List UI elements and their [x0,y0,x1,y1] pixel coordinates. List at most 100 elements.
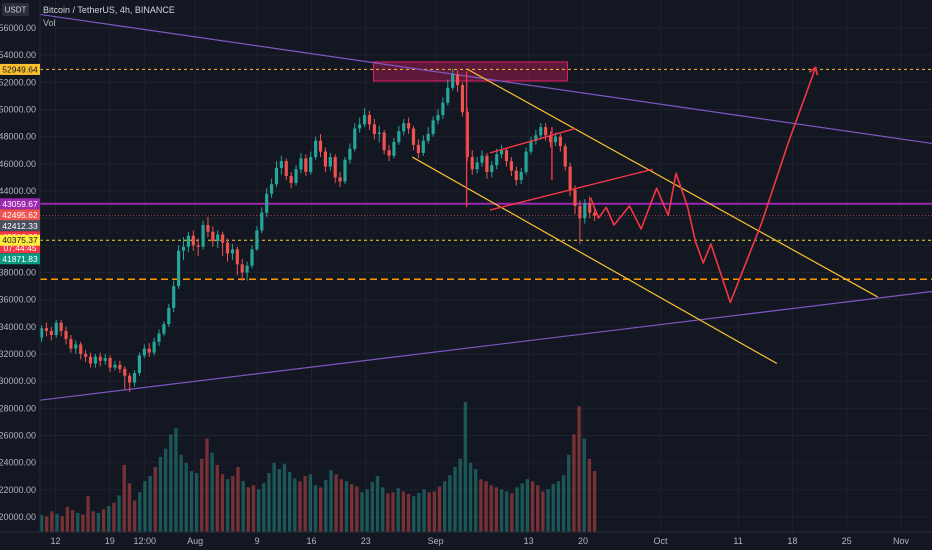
candle-body [137,355,142,374]
volume-bar [117,495,121,532]
candle-body [54,322,58,335]
candle-body [113,364,117,368]
volume-bar [81,514,85,532]
price-badge-bg [0,198,40,210]
volume-bar [360,492,364,532]
x-tick-label: 9 [255,536,260,546]
volume-bar [298,481,302,532]
y-tick-label: 34000.00 [0,322,36,332]
price-badge-label: 52949.64 [2,64,38,74]
volume-bar [267,473,271,532]
volume-bar [344,481,349,532]
x-tick-label: 25 [842,536,852,546]
price-badge: 52949.64 [0,63,40,75]
volume-bar [520,483,524,532]
volume-bar [355,486,359,532]
candle-body [152,341,156,353]
y-tick-label: 22000.00 [0,485,36,495]
candle-body [446,87,450,103]
price-axis[interactable]: 56000.00 54000.00 52000.00 50000.00 48000.00… [0,23,36,522]
x-tick-label: 23 [361,536,371,546]
volume-bar [256,489,261,532]
y-tick-label: 32000.00 [0,349,36,359]
candle-body [593,212,597,216]
x-tick-label: Sep [428,536,444,546]
volume-bar [86,496,90,532]
price-axis-bg [0,0,40,532]
volume-bar [561,475,566,532]
x-tick-label: 12:00 [133,536,156,546]
volume-bar [334,474,338,532]
candle-body [79,344,83,354]
candle-body [186,235,190,247]
price-badge-bg [0,209,40,221]
candle-body [392,142,396,156]
volume-bar [205,438,209,532]
y-tick-label: 28000.00 [0,403,36,413]
volume-bar [396,488,400,532]
x-tick-label: 20 [578,536,588,546]
candle-body [529,140,533,152]
volume-bar [45,516,49,532]
currency-badge-label: USDT [5,6,27,15]
volume-bars [39,402,597,532]
candle-body [69,339,73,349]
volume-bar [546,489,550,532]
projection-line [589,67,817,304]
volume-bar [132,500,137,532]
price-badge: 40375.37 [0,234,40,246]
red-line-flag-top [489,127,576,154]
candle-body [304,158,308,172]
candle-body [358,124,362,129]
candle-body [103,358,107,361]
volume-bar [174,428,178,532]
time-axis[interactable]: 12 19 12:00 Aug 9 16 23 Sep 13 20 Oct 11 18 25 Nov [51,536,910,546]
volume-bar [499,489,504,532]
price-badge-label: 42495.62 [2,210,38,220]
candle-body [451,74,455,88]
candle-body [299,158,303,170]
candle-body [416,144,420,153]
volume-bar [587,458,592,532]
volume-bar [401,491,406,532]
x-tick-label: 11 [733,536,742,546]
candle-body [123,368,127,376]
volume-bar [448,475,452,532]
volume-bar [443,481,447,532]
candle-body [500,150,504,155]
candle-body [495,154,499,166]
candle-body [147,348,151,353]
price-badge-bg [0,220,40,232]
volume-bar [163,448,168,532]
x-tick-label: 13 [524,536,534,546]
candle-body [245,265,249,273]
candle-body [167,307,171,325]
volume-bar [329,470,333,532]
candle-body [162,324,166,334]
volume-bar [463,402,468,532]
y-tick-label: 50000.00 [0,105,36,115]
volume-bar [577,406,581,532]
volume-bar [375,475,380,532]
volume-bar [262,483,266,532]
volume-bar [246,487,250,532]
volume-bar [468,462,473,532]
volume-bar [60,516,64,532]
candle-body [382,132,386,151]
volume-bar [349,484,354,532]
candle-body [509,161,513,171]
volume-bar [236,467,240,532]
candle-body [206,224,210,232]
candle-body [460,85,465,113]
volume-bar [479,479,483,532]
y-tick-label: 26000.00 [0,431,36,441]
trendline-channel-upper [466,68,878,298]
candle-body [397,131,401,143]
candle-body [128,375,132,383]
candle-body [544,127,548,136]
trendline-lower-purple [39,290,932,401]
candle-body [44,328,49,331]
currency-badge[interactable] [2,3,29,16]
candle-body [328,157,332,167]
